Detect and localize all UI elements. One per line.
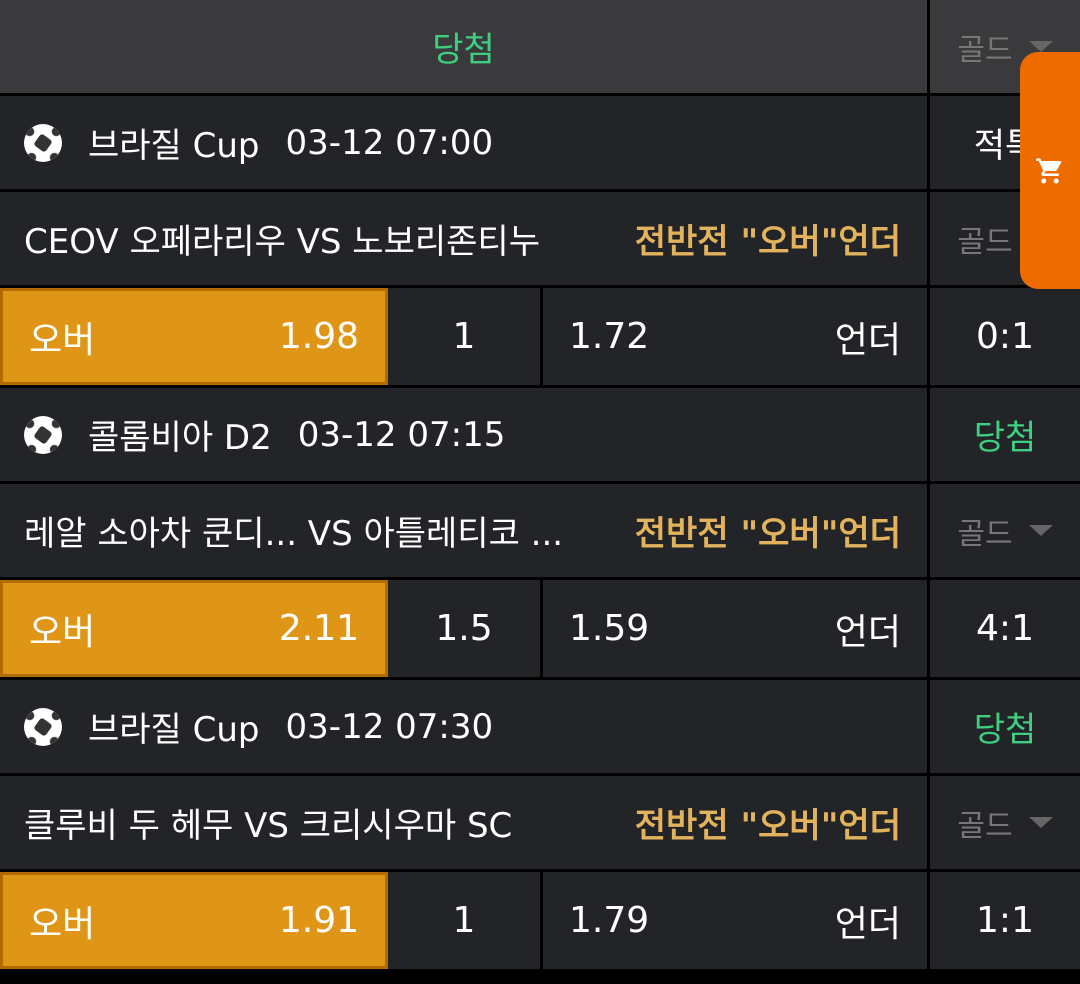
over-odds: 1.91 — [278, 900, 359, 941]
league-name: 브라질 Cup — [88, 710, 260, 750]
caret-down-icon — [1028, 525, 1053, 536]
league-name: 브라질 Cup — [88, 126, 260, 166]
teams: 클루비 두 헤무 VS 크리시우마 SC — [24, 806, 513, 846]
soccer-ball-icon — [24, 707, 62, 746]
header-status: 당첨 — [0, 0, 930, 93]
match-time: 03-12 07:00 — [285, 122, 494, 163]
league-name: 콜롬비아 D2 — [88, 418, 272, 458]
caret-down-icon — [1028, 41, 1053, 52]
score: 1:1 — [930, 872, 1080, 969]
under-button[interactable]: 1.79 언더 — [543, 872, 930, 969]
handicap-line: 1 — [388, 288, 543, 385]
teams: CEOV 오페라리우 VS 노보리존티누 — [24, 222, 540, 262]
under-odds: 1.79 — [569, 900, 650, 941]
match-time: 03-12 07:15 — [297, 414, 506, 455]
league-row: 브라질 Cup 03-12 07:00 적특 — [0, 96, 1080, 192]
teams-row: 클루비 두 헤무 VS 크리시우마 SC 전반전 "오버"언더 골드 — [0, 776, 1080, 872]
match-time: 03-12 07:30 — [285, 706, 494, 747]
gold-dropdown[interactable]: 골드 — [930, 0, 1080, 93]
score: 4:1 — [930, 580, 1080, 677]
cart-button[interactable] — [1020, 52, 1080, 289]
bet-row: 오버 2.11 1.5 1.59 언더 4:1 — [0, 580, 1080, 680]
soccer-ball-icon — [24, 123, 62, 162]
soccer-ball-icon — [24, 415, 62, 454]
cart-icon — [1036, 158, 1062, 183]
caret-down-icon — [1028, 817, 1053, 828]
over-button[interactable]: 오버 1.91 — [0, 872, 388, 969]
teams: 레알 소아차 쿤디... VS 아틀레티코 ... — [24, 514, 564, 554]
bet-row: 오버 1.91 1 1.79 언더 1:1 — [0, 872, 1080, 972]
over-odds: 2.11 — [278, 608, 359, 649]
league-row: 브라질 Cup 03-12 07:30 당첨 — [0, 680, 1080, 776]
header-row: 당첨 골드 — [0, 0, 1080, 96]
gold-dropdown[interactable]: 골드 — [930, 484, 1080, 577]
over-button[interactable]: 오버 2.11 — [0, 580, 388, 677]
teams-row: 레알 소아차 쿤디... VS 아틀레티코 ... 전반전 "오버"언더 골드 — [0, 484, 1080, 580]
market-type: 전반전 "오버"언더 — [634, 514, 901, 554]
bet-row: 오버 1.98 1 1.72 언더 0:1 — [0, 288, 1080, 388]
league-row: 콜롬비아 D2 03-12 07:15 당첨 — [0, 388, 1080, 484]
under-odds: 1.59 — [569, 608, 650, 649]
over-odds: 1.98 — [278, 316, 359, 357]
market-type: 전반전 "오버"언더 — [634, 806, 901, 846]
handicap-line: 1.5 — [388, 580, 543, 677]
market-type: 전반전 "오버"언더 — [634, 222, 901, 262]
result-status: 당첨 — [930, 680, 1080, 773]
under-button[interactable]: 1.59 언더 — [543, 580, 930, 677]
handicap-line: 1 — [388, 872, 543, 969]
over-button[interactable]: 오버 1.98 — [0, 288, 388, 385]
under-button[interactable]: 1.72 언더 — [543, 288, 930, 385]
result-status: 당첨 — [930, 388, 1080, 481]
teams-row: CEOV 오페라리우 VS 노보리존티누 전반전 "오버"언더 골드 — [0, 192, 1080, 288]
under-odds: 1.72 — [569, 316, 650, 357]
score: 0:1 — [930, 288, 1080, 385]
gold-dropdown[interactable]: 골드 — [930, 776, 1080, 869]
